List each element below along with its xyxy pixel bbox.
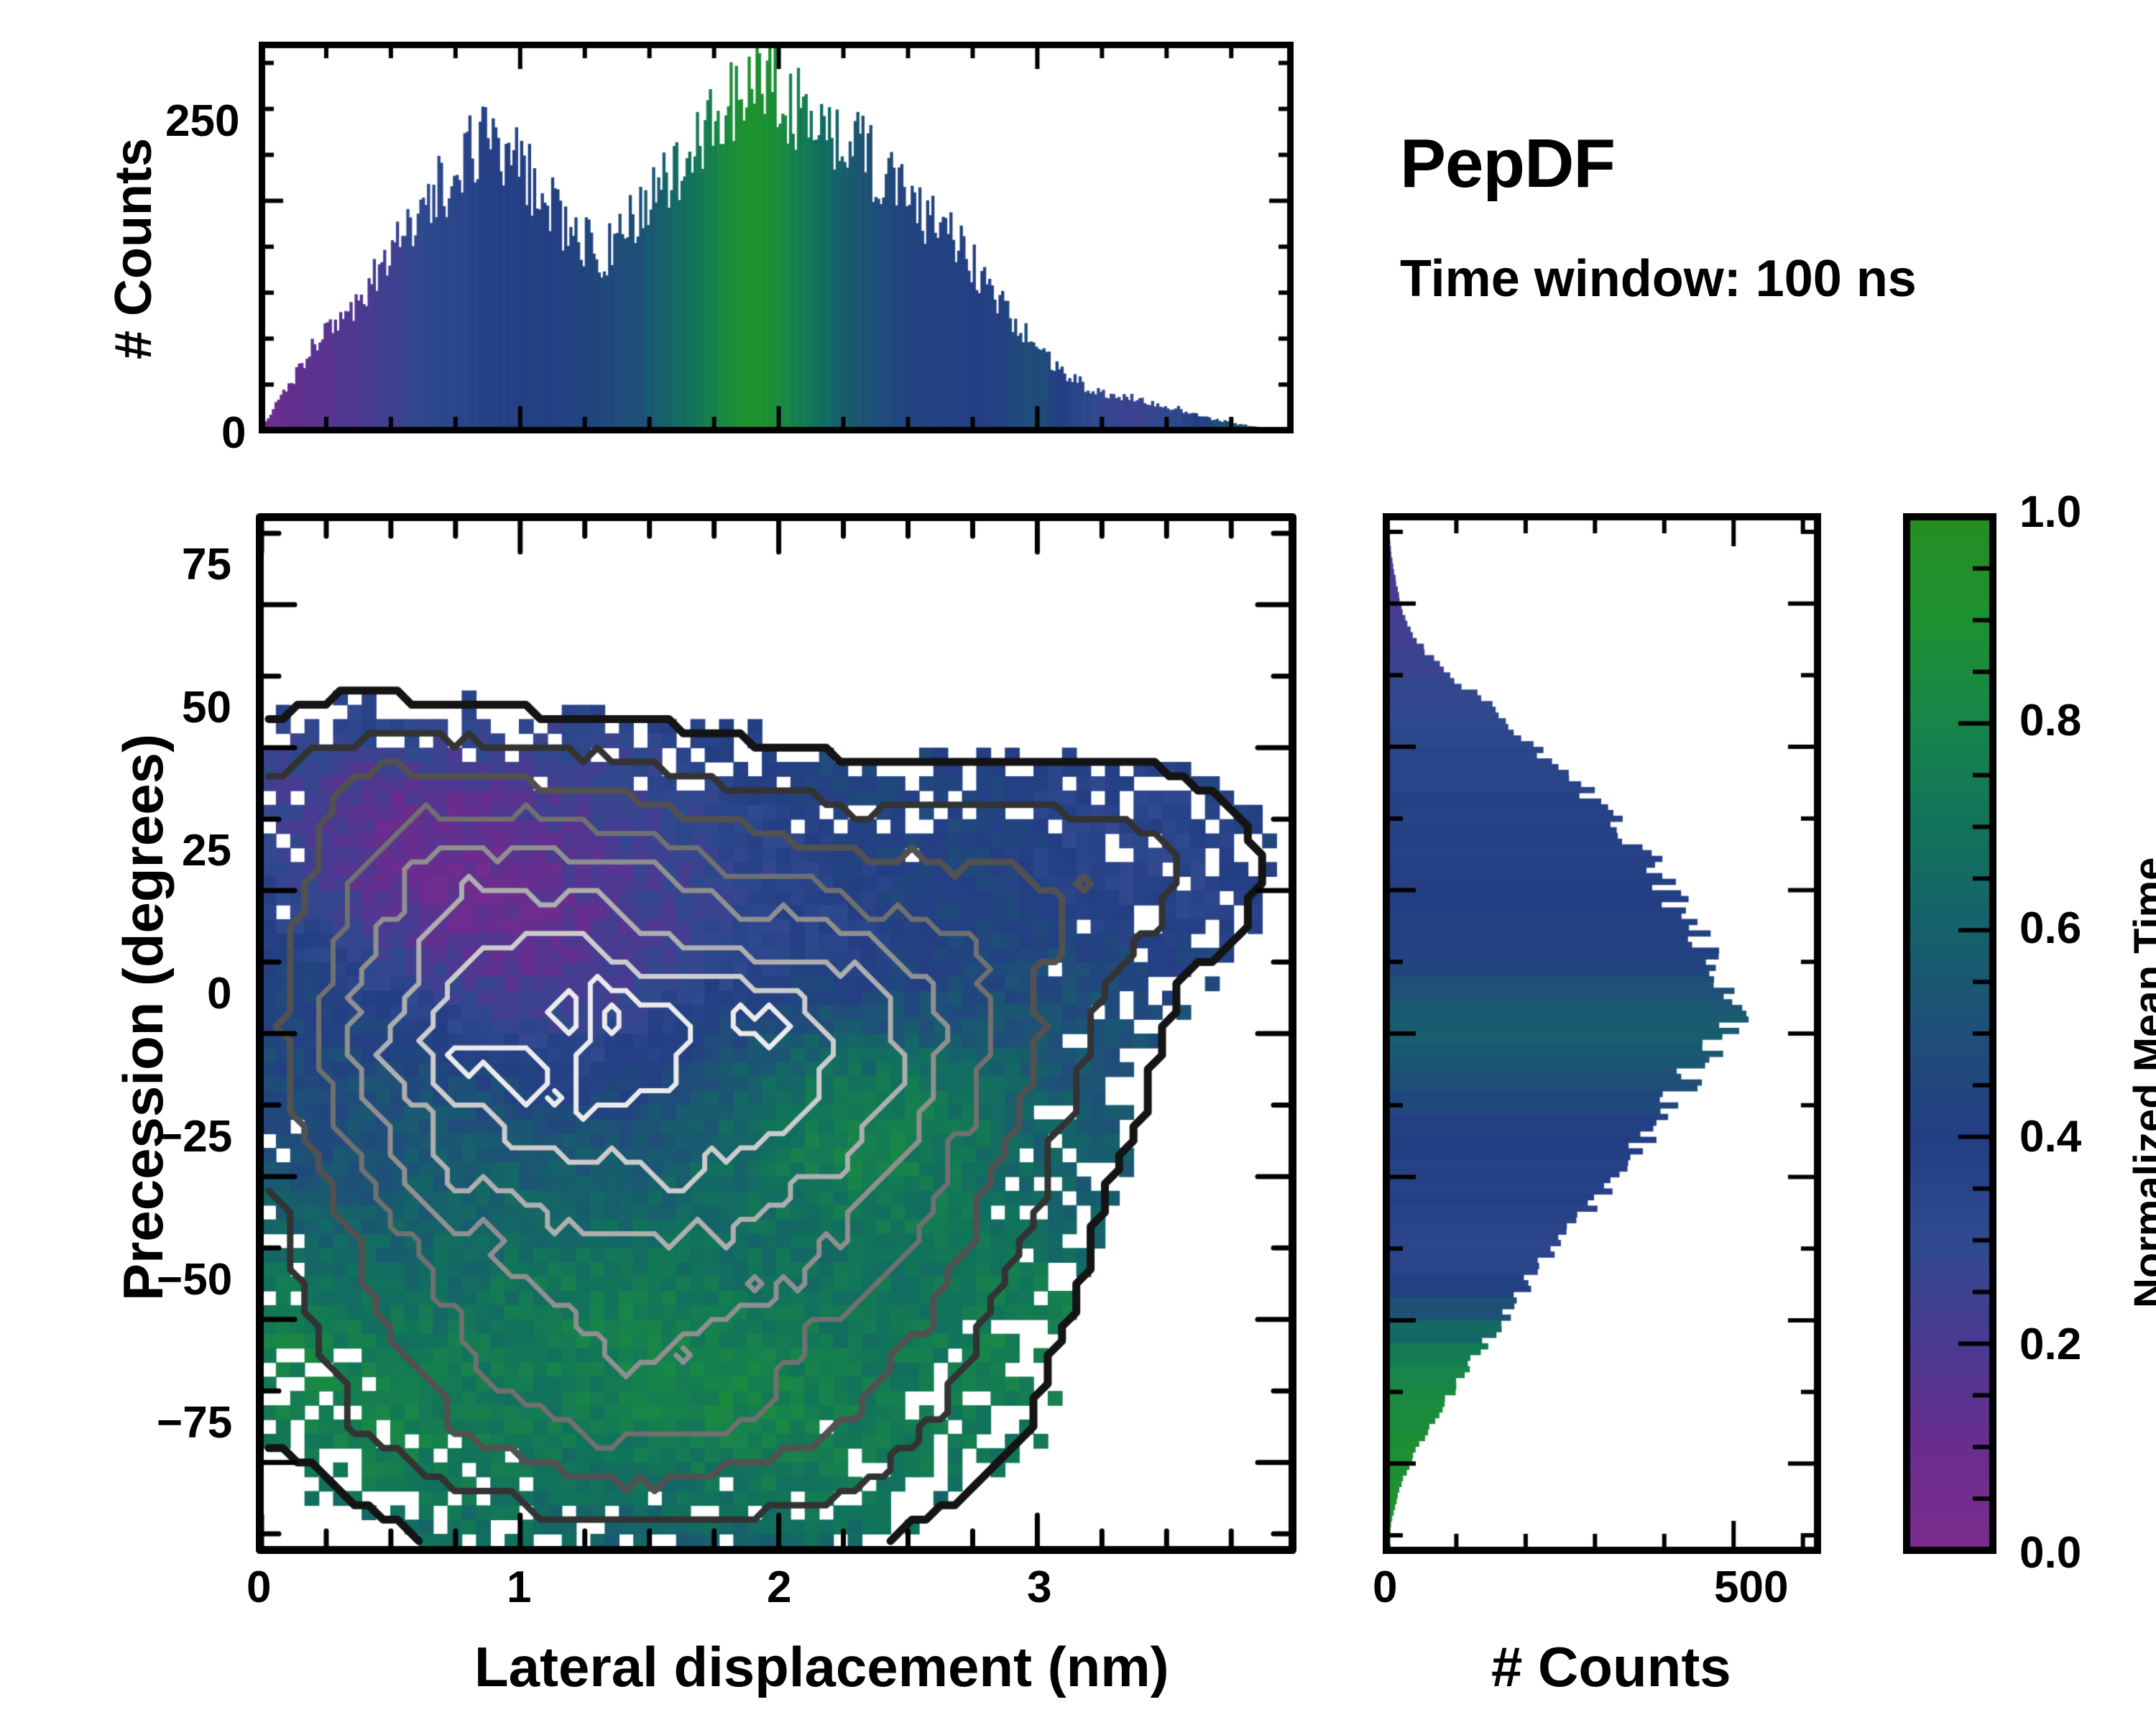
top-histogram-panel xyxy=(259,42,1294,433)
main-ytick-50: 50 xyxy=(182,683,231,732)
main-ytick-m75: −75 xyxy=(157,1398,233,1448)
cbar-tick-1_0: 1.0 xyxy=(2019,487,2082,537)
right-hist-xlabel: # Counts xyxy=(1491,1635,1731,1698)
page-title: PepDF xyxy=(1400,125,1616,202)
top-hist-ytick-0: 0 xyxy=(221,408,247,458)
main-xlabel: Lateral displacement (nm) xyxy=(474,1635,1169,1698)
main-xtick-1: 1 xyxy=(507,1563,532,1612)
main-heatmap-panel xyxy=(256,513,1296,1554)
main-ytick-75: 75 xyxy=(182,540,231,589)
cbar-tick-0_6: 0.6 xyxy=(2019,903,2082,953)
main-ytick-m50: −50 xyxy=(157,1255,233,1305)
cbar-tick-0_8: 0.8 xyxy=(2019,696,2082,745)
top-hist-ylabel: # Counts xyxy=(105,137,162,359)
main-xtick-3: 3 xyxy=(1027,1563,1052,1612)
cbar-tick-0_4: 0.4 xyxy=(2019,1112,2082,1162)
main-ytick-0: 0 xyxy=(207,969,232,1018)
main-ylabel: Precession (degrees) xyxy=(111,733,175,1301)
colorbar-label: Normalized Mean Time xyxy=(2126,857,2156,1308)
page-subtitle: Time window: 100 ns xyxy=(1400,250,1917,308)
cbar-tick-0_2: 0.2 xyxy=(2019,1320,2082,1369)
main-ytick-m25: −25 xyxy=(157,1112,233,1162)
main-xtick-0: 0 xyxy=(247,1563,272,1612)
right-histogram-panel xyxy=(1383,513,1821,1554)
main-xtick-2: 2 xyxy=(767,1563,792,1612)
colorbar xyxy=(1903,513,1996,1554)
right-hist-xtick-0: 0 xyxy=(1373,1563,1398,1612)
cbar-tick-0_0: 0.0 xyxy=(2019,1528,2082,1578)
right-hist-xtick-500: 500 xyxy=(1714,1563,1789,1612)
main-ytick-25: 25 xyxy=(182,826,231,875)
top-hist-ytick-250: 250 xyxy=(165,96,240,146)
